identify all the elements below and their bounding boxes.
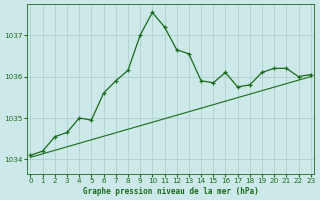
X-axis label: Graphe pression niveau de la mer (hPa): Graphe pression niveau de la mer (hPa): [83, 187, 259, 196]
